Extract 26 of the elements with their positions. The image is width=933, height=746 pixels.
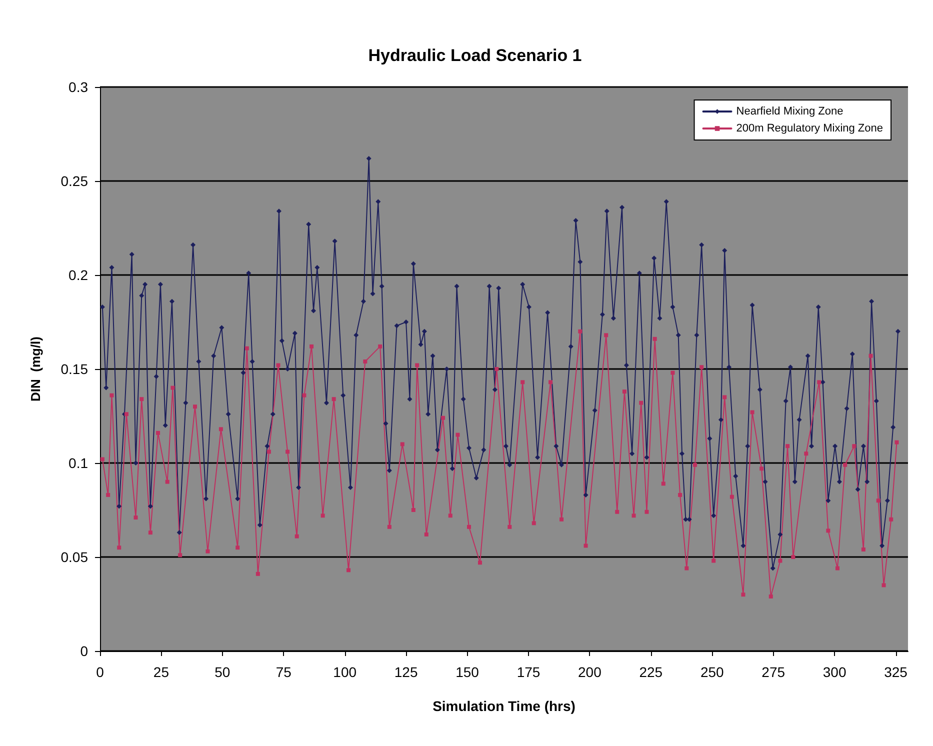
x-tick-label: 300 <box>822 664 846 680</box>
y-tick-label: 0.25 <box>60 173 88 189</box>
x-tick-label: 275 <box>762 664 786 680</box>
y-tick-label: 0.15 <box>60 361 88 377</box>
legend-label: Nearfield Mixing Zone <box>736 106 844 118</box>
x-tick-label: 225 <box>639 664 663 680</box>
x-tick-label: 100 <box>333 664 357 680</box>
chart-title: Hydraulic Load Scenario 1 <box>368 46 582 65</box>
x-tick-label: 175 <box>516 664 540 680</box>
x-tick-label: 0 <box>96 664 104 680</box>
y-tick-label: 0.2 <box>68 267 88 283</box>
y-tick-label: 0.1 <box>68 455 88 471</box>
y-tick-label: 0.3 <box>68 79 88 95</box>
x-tick-label: 250 <box>700 664 724 680</box>
x-tick-label: 50 <box>214 664 230 680</box>
x-tick-label: 125 <box>394 664 418 680</box>
x-tick-label: 25 <box>153 664 170 680</box>
legend-label: 200m Regulatory Mixing Zone <box>736 122 884 134</box>
x-tick-label: 325 <box>884 664 908 680</box>
x-axis-title: Simulation Time (hrs) <box>432 698 576 714</box>
y-axis-title: DIN (mg/l) <box>28 336 43 402</box>
x-tick-label: 150 <box>456 664 480 680</box>
x-tick-label: 75 <box>276 664 292 680</box>
y-tick-label: 0.05 <box>60 549 88 565</box>
x-tick-label: 200 <box>578 664 602 680</box>
y-tick-label: 0 <box>80 643 88 659</box>
